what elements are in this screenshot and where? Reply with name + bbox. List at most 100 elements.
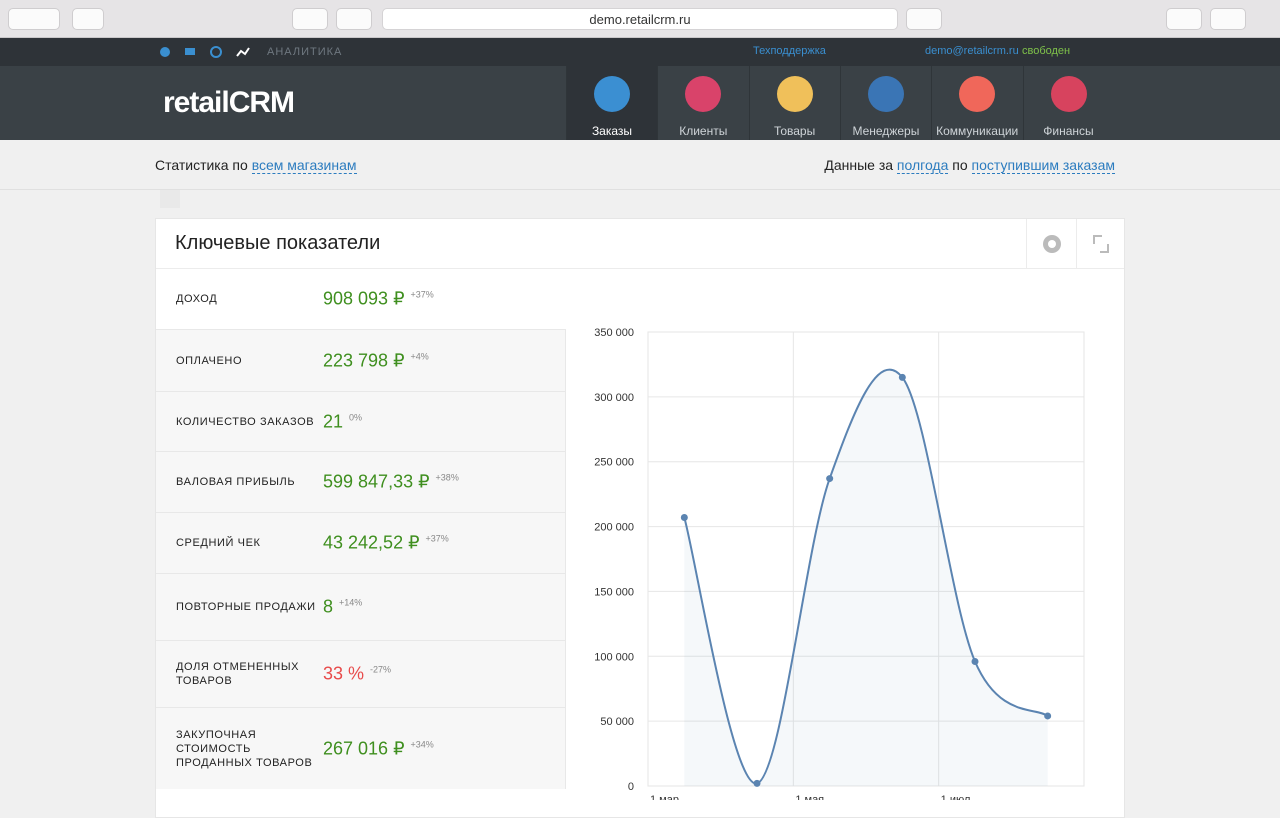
nav-icon — [685, 76, 722, 112]
section-label: АНАЛИТИКА — [267, 46, 343, 58]
metric-label: КОЛИЧЕСТВО ЗАКАЗОВ — [176, 415, 315, 428]
nav-tab[interactable]: Менеджеры — [839, 66, 931, 140]
nav-tab[interactable]: Заказы — [566, 66, 657, 140]
back-forward[interactable] — [8, 8, 60, 30]
nav-icon — [1050, 76, 1087, 112]
metric-change: +37% — [425, 533, 449, 544]
filter-label: Данные за — [824, 157, 894, 173]
metric-change: 0% — [349, 412, 363, 422]
user-email[interactable]: demo@retailcrm.ru — [925, 45, 1019, 57]
scope-filter[interactable]: поступившим заказам — [971, 157, 1115, 174]
x-tick-label: 1 мар — [650, 794, 679, 800]
point — [1044, 712, 1052, 720]
y-tick-label: 100 000 — [594, 651, 634, 663]
nav-label: Коммуникации — [936, 124, 1019, 138]
chart: 0 50 000 100 000 150 000 200 000 250 000 300 0… — [594, 327, 1085, 800]
period-filter[interactable]: полгода — [896, 157, 949, 174]
metric-amount: 43 242,52 ₽ — [323, 532, 420, 553]
metric-row: ЗАКУПОЧНАЯ СТОИМОСТЬ ПРОДАННЫХ ТОВАРОВ 26… — [156, 707, 566, 789]
metric-amount: 223 798 ₽ — [323, 350, 405, 370]
metric-label: ЗАКУПОЧНАЯ СТОИМОСТЬ ПРОДАННЫХ ТОВАРОВ — [176, 728, 313, 769]
section-icons — [160, 46, 250, 58]
metric-amount: 267 016 ₽ — [323, 738, 405, 758]
nav-tab[interactable]: Финансы — [1022, 66, 1114, 140]
nav-label: Товары — [773, 124, 816, 138]
home-button[interactable] — [906, 8, 942, 30]
metric-label: СРЕДНИЙ ЧЕК — [176, 537, 261, 549]
settings-button[interactable] — [160, 190, 180, 208]
metric-change: +14% — [339, 597, 363, 608]
filter-label: по — [952, 157, 968, 173]
metric-row: ДОЛЯ ОТМЕНЕННЫХ ТОВАРОВ 33 % -27% — [156, 640, 566, 707]
y-tick-label: 350 000 — [594, 327, 634, 339]
icloud-button[interactable] — [292, 8, 328, 30]
metric-value: 8 +14% — [323, 597, 362, 618]
area-fill — [684, 369, 1048, 786]
y-tick-label: 250 000 — [594, 457, 634, 469]
panel-title: Ключевые показатели — [175, 232, 381, 254]
nav-label: Клиенты — [679, 124, 728, 138]
expand-button[interactable] — [1076, 219, 1124, 269]
metric-value: 599 847,33 ₽ +38% — [323, 472, 459, 493]
metric-amount: 21 — [323, 411, 344, 431]
metric-amount: 8 — [323, 596, 334, 617]
user-status: свободен — [1022, 45, 1071, 57]
point — [971, 657, 979, 665]
gear-button[interactable] — [1026, 219, 1076, 269]
x-tick-label: 1 июл — [941, 794, 971, 800]
nav-icon — [867, 76, 904, 112]
browser-toolbar: demo.retailcrm.ru — [0, 0, 1280, 38]
y-tick-label: 200 000 — [594, 522, 634, 534]
nav-icon — [776, 76, 813, 112]
extension-button[interactable] — [336, 8, 372, 30]
metric-label: ПОВТОРНЫЕ ПРОДАЖИ — [176, 601, 316, 613]
metric-value: 267 016 ₽ +34% — [323, 738, 434, 759]
nav-tab[interactable]: Коммуникации — [931, 66, 1022, 140]
point — [680, 513, 688, 521]
metric-value: 33 % -27% — [323, 664, 391, 685]
metric-row: КОЛИЧЕСТВО ЗАКАЗОВ 21 0% — [156, 391, 566, 451]
nav-icon — [594, 76, 630, 112]
metric-change: -27% — [370, 664, 392, 675]
filter-label: Статистика по — [155, 157, 248, 173]
nav-label: Менеджеры — [852, 124, 920, 138]
point — [753, 779, 761, 787]
metric-amount: 599 847,33 ₽ — [323, 471, 430, 492]
metric-change: +38% — [435, 472, 459, 483]
nav-tab[interactable]: Клиенты — [657, 66, 748, 140]
main-nav: retailCRM Заказы Клиенты Товары Менеджеры Ко… — [0, 66, 1280, 140]
nav-label: Заказы — [591, 124, 633, 138]
metric-value: 908 093 ₽ +37% — [323, 289, 434, 310]
metric-amount: 33 % — [323, 663, 365, 684]
filter-bar: Статистика по всем магазинам Данные за п… — [0, 140, 1280, 190]
metric-label: ДОЛЯ ОТМЕНЕННЫХ ТОВАРОВ — [176, 661, 300, 687]
tabs-button[interactable] — [1210, 8, 1246, 30]
nav-icon — [959, 76, 996, 112]
logo: retailCRM — [163, 86, 295, 119]
metric-label: ОПЛАЧЕНО — [176, 354, 243, 367]
y-tick-label: 50 000 — [600, 716, 634, 728]
y-tick-label: 300 000 — [594, 392, 634, 404]
nav-label: Финансы — [1043, 124, 1094, 138]
address-bar[interactable]: demo.retailcrm.ru — [382, 8, 898, 30]
sidebar-button[interactable] — [72, 8, 104, 30]
point — [826, 475, 834, 483]
metric-value: 21 0% — [323, 411, 362, 432]
store-filter[interactable]: всем магазинам — [251, 157, 357, 174]
metric-row: ПОВТОРНЫЕ ПРОДАЖИ 8 +14% — [156, 573, 566, 640]
metric-change: +37% — [410, 289, 434, 300]
metric-row: ВАЛОВАЯ ПРИБЫЛЬ 599 847,33 ₽ +38% — [156, 451, 566, 512]
nav-tab[interactable]: Товары — [748, 66, 840, 140]
share-button[interactable] — [1166, 8, 1202, 30]
metric-change: +34% — [410, 739, 434, 749]
metric-value: 43 242,52 ₽ +37% — [323, 533, 449, 554]
support-link[interactable]: Техподдержка — [753, 45, 826, 57]
metric-value: 223 798 ₽ +4% — [323, 350, 429, 371]
line — [683, 368, 1049, 785]
kpi-panel: Ключевые показатели ДОХОД 908 093 ₽ +37% ОП… — [155, 218, 1125, 818]
metric-label: ВАЛОВАЯ ПРИБЫЛЬ — [176, 476, 296, 488]
point — [898, 373, 906, 381]
y-tick-label: 0 — [628, 781, 634, 793]
metric-label: ДОХОД — [176, 293, 218, 305]
